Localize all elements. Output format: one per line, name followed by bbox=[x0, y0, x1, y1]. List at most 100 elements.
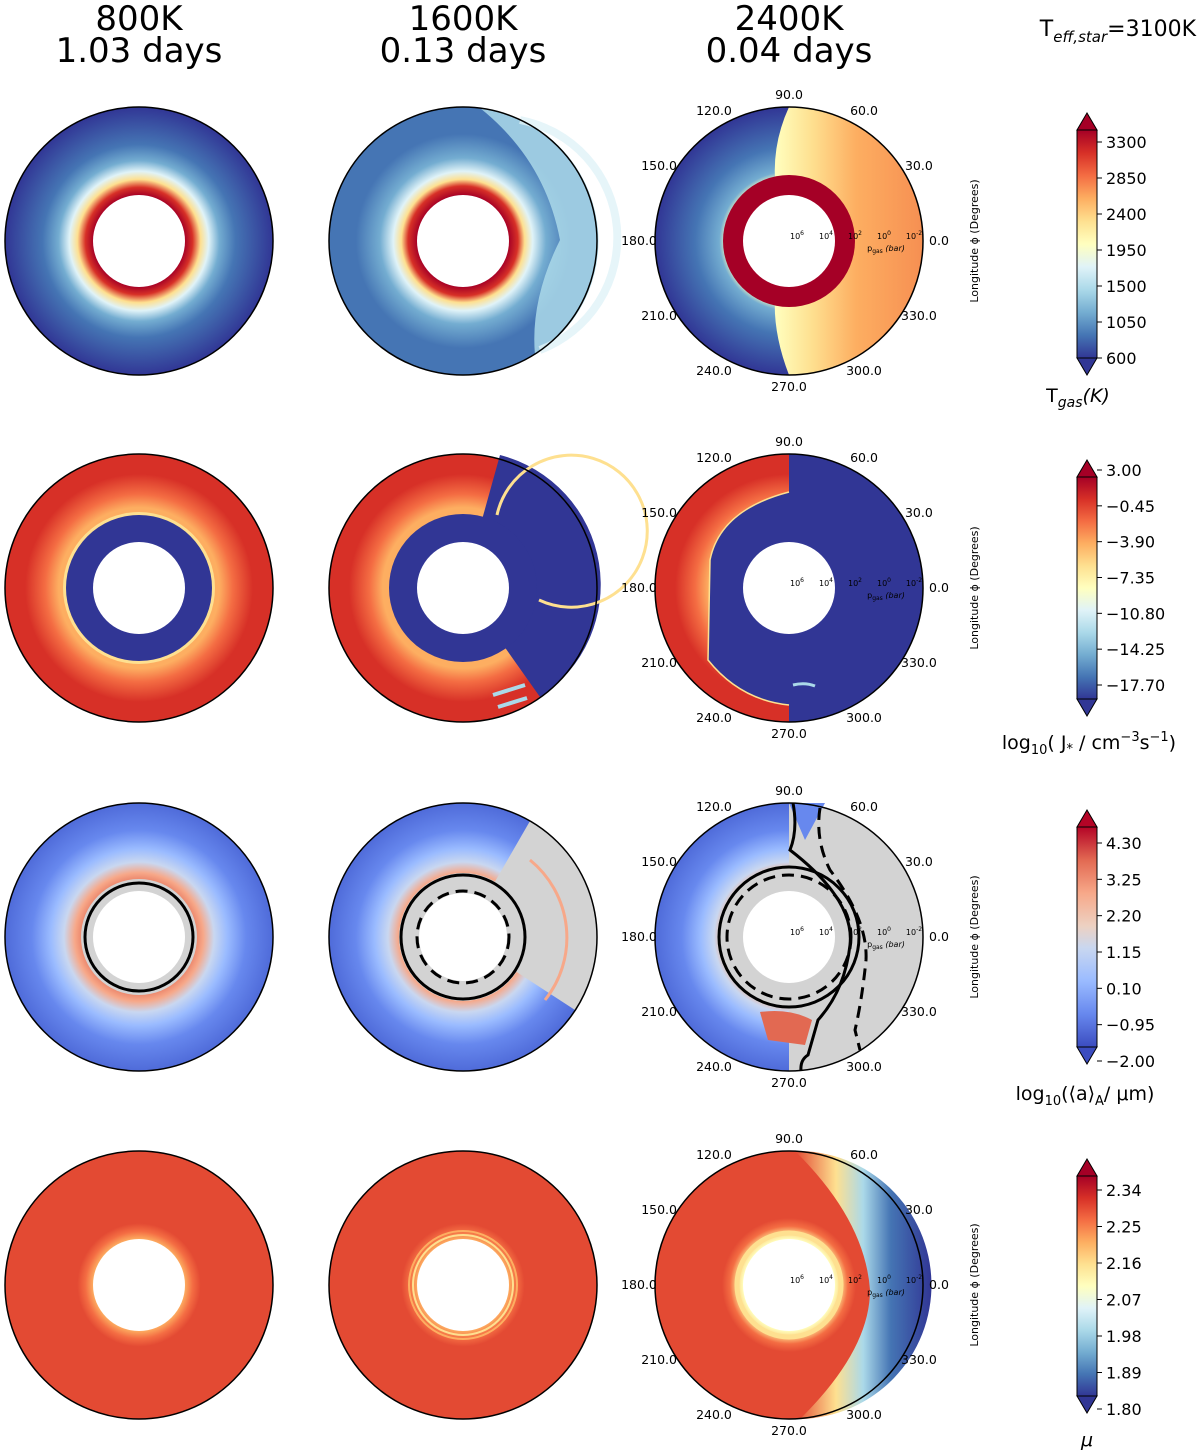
angle-tick-label: 270.0 bbox=[771, 1075, 807, 1090]
angle-tick-label: 210.0 bbox=[641, 308, 677, 323]
panel-temperature-1600K bbox=[328, 106, 622, 376]
panel-size-800K bbox=[4, 802, 274, 1072]
angle-tick-label: 240.0 bbox=[696, 1407, 732, 1422]
pressure-tick-label: 102 bbox=[848, 1274, 862, 1285]
angle-tick-label: 180.0 bbox=[621, 929, 657, 944]
colorbar-tick-label: −17.70 bbox=[1106, 676, 1165, 695]
colorbar-min-arrow bbox=[1076, 698, 1098, 717]
colorbar-tick-label: −0.95 bbox=[1106, 1016, 1155, 1035]
angle-tick-label: 270.0 bbox=[771, 1423, 807, 1438]
pressure-tick-label: 104 bbox=[819, 577, 833, 588]
contour-dashed bbox=[415, 889, 511, 985]
contour-solid bbox=[717, 865, 861, 1009]
longitude-ylabel-row3: Longitude ϕ (Degrees) bbox=[968, 875, 981, 998]
dayside-warm-region bbox=[480, 108, 599, 355]
nucleation-edge bbox=[707, 491, 790, 706]
pressure-axis-label: pgas (bar) bbox=[867, 940, 905, 951]
colorbar-tick-label: 2.07 bbox=[1106, 1291, 1142, 1310]
nucleation-edge bbox=[495, 453, 649, 609]
column-title-1-period: 1.03 days bbox=[56, 31, 223, 71]
panel-border bbox=[654, 453, 924, 723]
colorbar-temperature-label: Tgas(K) bbox=[1045, 385, 1110, 411]
angle-tick-label: 60.0 bbox=[850, 103, 878, 118]
mu-ring bbox=[412, 1234, 514, 1336]
no-nucleation-dayside bbox=[789, 454, 923, 722]
colorbar-min-arrow bbox=[1076, 1395, 1098, 1414]
colorbar-tick-label: 1500 bbox=[1106, 277, 1147, 296]
colorbar-tick-label: 2400 bbox=[1106, 205, 1147, 224]
size-arc bbox=[529, 858, 569, 1001]
row-molecular-weight bbox=[4, 1150, 932, 1420]
panel-border bbox=[4, 1150, 274, 1420]
pressure-tick-label: 102 bbox=[848, 577, 862, 588]
panel-border bbox=[654, 1150, 924, 1420]
pressure-tick-label: 102 bbox=[848, 926, 862, 937]
colorbar-tick-label: −3.90 bbox=[1106, 533, 1155, 552]
panel-temperature-800K bbox=[4, 106, 274, 376]
colorbar-tick-label: −14.25 bbox=[1106, 640, 1165, 659]
mu-ring bbox=[734, 1230, 844, 1340]
angle-tick-label: 270.0 bbox=[771, 726, 807, 741]
contour-solid bbox=[399, 873, 527, 1001]
colorbar-tick-label: 1050 bbox=[1106, 313, 1147, 332]
panel-mu-800K bbox=[4, 1150, 274, 1420]
angle-tick-label: 150.0 bbox=[641, 1202, 677, 1217]
polar-axis-row-2: 90.0 60.0 30.0 0.0 330.0 300.0 270.0 240.0 210.0… bbox=[621, 434, 949, 741]
panel-border bbox=[4, 453, 274, 723]
row-nucleation bbox=[4, 453, 924, 723]
size-patch bbox=[789, 803, 825, 840]
pressure-tick-label: 10-2 bbox=[906, 577, 922, 588]
pressure-tick-label: 100 bbox=[877, 577, 891, 588]
angle-tick-label: 330.0 bbox=[901, 1352, 937, 1367]
mu-ring bbox=[408, 1230, 518, 1340]
column-title-3-temperature: 2400K bbox=[735, 0, 846, 39]
polar-axis-row-1: 90.0 60.0 30.0 0.0 330.0 300.0 270.0 240.0 210.0… bbox=[621, 87, 949, 394]
angle-tick-label: 60.0 bbox=[850, 1147, 878, 1162]
column-titles: 800K 1.03 days 1600K 0.13 days 2400K 0.0… bbox=[56, 0, 1197, 71]
panel-border bbox=[328, 453, 598, 723]
colorbar-tick-label: 1950 bbox=[1106, 241, 1147, 260]
pressure-tick-label: 104 bbox=[819, 1274, 833, 1285]
colorbar-tick-label: 600 bbox=[1106, 349, 1137, 368]
panel-border bbox=[654, 802, 924, 1072]
polar-axis-row-4: 90.0 60.0 30.0 0.0 330.0 300.0 270.0 240.0 210.0… bbox=[621, 1131, 949, 1438]
colorbar-size-ticks: 4.30 3.25 2.20 1.15 0.10 −0.95 −2.00 bbox=[1097, 834, 1155, 1071]
colorbar-nucleation-ticks: 3.00 −0.45 −3.90 −7.35 −10.80 −14.25 −17.70 bbox=[1097, 461, 1165, 695]
inner-boundary bbox=[93, 891, 185, 983]
polar-axis-row-3: 90.0 60.0 30.0 0.0 330.0 300.0 270.0 240.0 210.0… bbox=[621, 783, 949, 1090]
pressure-tick-label: 10-2 bbox=[906, 926, 922, 937]
angle-tick-label: 120.0 bbox=[696, 1147, 732, 1162]
colorbar-max-arrow bbox=[1076, 1158, 1098, 1177]
colorbar-tick-label: 1.80 bbox=[1106, 1400, 1142, 1419]
inner-boundary bbox=[417, 1239, 509, 1331]
colorbar-max-arrow bbox=[1076, 459, 1098, 478]
colorbar-tick-label: 1.89 bbox=[1106, 1364, 1142, 1383]
inner-boundary bbox=[743, 542, 835, 634]
nucleation-sliver bbox=[492, 683, 526, 697]
angle-tick-label: 60.0 bbox=[850, 799, 878, 814]
angle-tick-label: 210.0 bbox=[641, 655, 677, 670]
panel-border bbox=[4, 802, 274, 1072]
panel-size-1600K bbox=[328, 802, 598, 1072]
angle-tick-label: 300.0 bbox=[846, 1059, 882, 1074]
angle-tick-label: 30.0 bbox=[905, 158, 933, 173]
longitude-ylabel-row1: Longitude ϕ (Degrees) bbox=[968, 179, 981, 302]
colorbar-tick-label: 3.00 bbox=[1106, 461, 1142, 480]
pressure-tick-label: 106 bbox=[790, 230, 804, 241]
colorbar-nucleation-label: log10( J* / cm−3s−1) bbox=[1002, 730, 1176, 758]
colorbar-tick-label: −7.35 bbox=[1106, 569, 1155, 588]
pressure-tick-label: 106 bbox=[790, 1274, 804, 1285]
colorbar-size-label: log10(⟨a⟩A/ μm) bbox=[1016, 1083, 1155, 1109]
pressure-axis-label: pgas (bar) bbox=[867, 1288, 905, 1299]
angle-tick-label: 150.0 bbox=[641, 505, 677, 520]
colorbar-tick-label: 1.15 bbox=[1106, 943, 1142, 962]
colorbar-mu-label: μ bbox=[1080, 1429, 1093, 1451]
inner-boundary bbox=[419, 893, 507, 981]
contour-solid-terminator bbox=[788, 802, 852, 1072]
panel-nucleation-2400K bbox=[654, 453, 924, 723]
contour-dashed-terminator bbox=[817, 807, 868, 1051]
colorbar-tick-label: 2850 bbox=[1106, 169, 1147, 188]
colorbar-size-bar bbox=[1076, 826, 1098, 1048]
colorbar-tick-label: 2.34 bbox=[1106, 1181, 1142, 1200]
angle-tick-label: 330.0 bbox=[901, 655, 937, 670]
